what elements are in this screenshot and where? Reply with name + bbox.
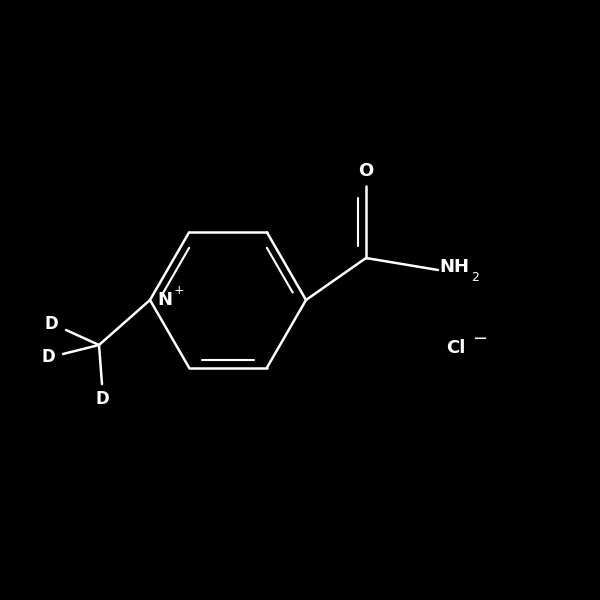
Text: D: D — [95, 390, 109, 408]
Text: Cl: Cl — [446, 339, 466, 357]
Text: D: D — [41, 348, 55, 366]
Text: −: − — [472, 330, 488, 348]
Text: NH: NH — [439, 258, 469, 276]
Text: 2: 2 — [471, 271, 479, 284]
Text: D: D — [44, 315, 58, 333]
Text: N: N — [157, 291, 172, 309]
Text: +: + — [173, 284, 184, 298]
Text: O: O — [358, 162, 374, 180]
